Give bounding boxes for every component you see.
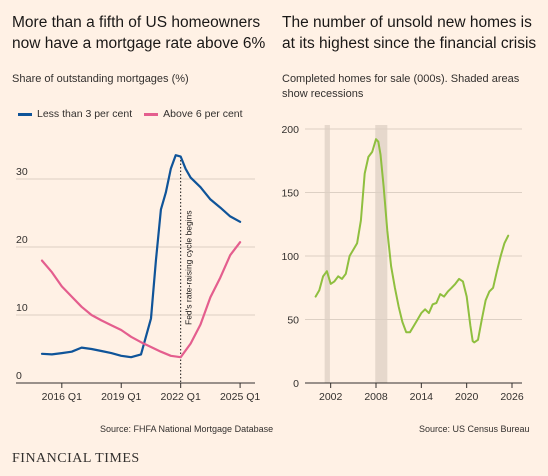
left-source: Source: FHFA National Mortgage Database (100, 424, 274, 434)
left-y-tick-label: 0 (16, 370, 22, 382)
legend-item-less-than-3: Less than 3 per cent (18, 108, 132, 120)
right-y-tick-label: 150 (281, 188, 299, 200)
right-chart-subtitle: Completed homes for sale (000s). Shaded … (282, 72, 519, 102)
left-x-tick-label: 2022 Q1 (161, 391, 201, 403)
legend-label-above-6: Above 6 per cent (163, 108, 243, 120)
right-y-tick-label: 50 (287, 315, 299, 327)
left-series-above-6-line (40, 241, 242, 359)
left-x-tick-label: 2016 Q1 (42, 391, 82, 403)
left-y-tick-label: 10 (16, 302, 28, 314)
left-legend: Less than 3 per cent Above 6 per cent (18, 108, 255, 120)
left-annotation-label: Fed's rate-raising cycle begins (184, 210, 194, 325)
right-x-tick-label: 2002 (319, 391, 343, 403)
right-x-tick-label: 2026 (500, 391, 524, 403)
left-title-line-1: More than a fifth of US homeowners (12, 14, 261, 31)
right-source: Source: US Census Bureau (419, 424, 530, 434)
right-y-tick-label: 200 (281, 124, 299, 136)
left-y-tick-label: 30 (16, 166, 28, 178)
left-chart-subtitle: Share of outstanding mortgages (%) (12, 73, 189, 85)
left-title-line-2: now have a mortgage rate above 6% (12, 35, 266, 52)
right-series-homes-for-sale-line (314, 138, 510, 344)
right-chart-title: The number of unsold new homes is at its… (282, 12, 536, 54)
brand-logo-text: FINANCIAL TIMES (12, 451, 140, 466)
left-chart-title: More than a fifth of US homeowners now h… (12, 12, 265, 54)
right-title-line-1: The number of unsold new homes is (282, 14, 532, 31)
right-x-tick-label: 2020 (455, 391, 479, 403)
right-title-line-2: at its highest since the financial crisi… (282, 35, 537, 52)
left-series-less-than-3-line (40, 154, 242, 359)
right-recession-band (324, 125, 330, 383)
right-y-tick-label: 0 (293, 378, 299, 390)
right-y-tick-label: 100 (281, 251, 299, 263)
legend-label-less-than-3: Less than 3 per cent (37, 108, 133, 120)
right-x-tick-label: 2008 (364, 391, 388, 403)
right-subtitle-line-2: show recessions (282, 88, 364, 100)
left-x-tick-label: 2019 Q1 (101, 391, 141, 403)
legend-item-above-6: Above 6 per cent (144, 108, 243, 120)
left-x-tick-label: 2025 Q1 (220, 391, 260, 403)
legend-swatch-blue (18, 112, 32, 116)
right-x-tick-label: 2014 (410, 391, 434, 403)
left-y-tick-label: 20 (16, 234, 28, 246)
legend-swatch-pink (144, 112, 159, 116)
right-subtitle-line-1: Completed homes for sale (000s). Shaded … (282, 73, 520, 85)
